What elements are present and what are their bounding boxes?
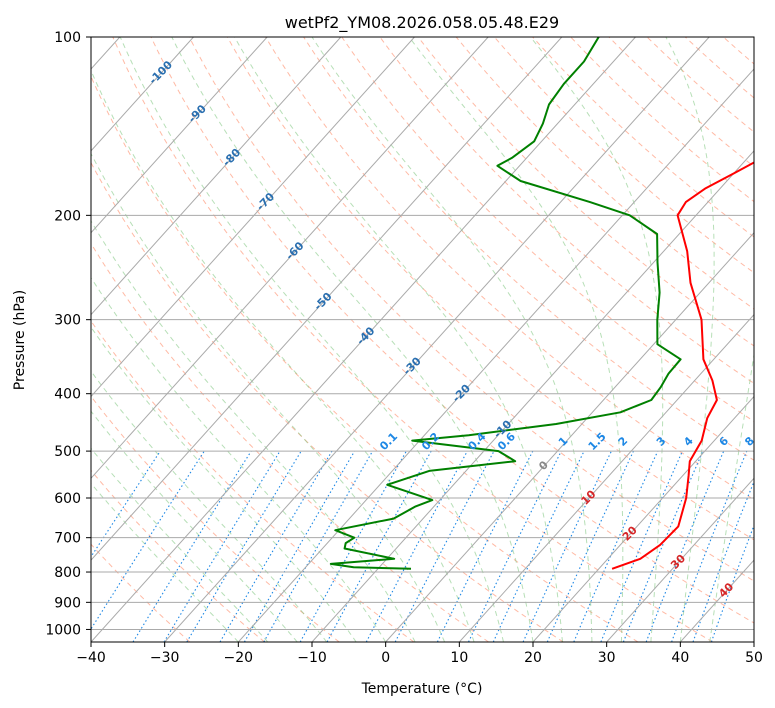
mixing-ratio-line xyxy=(468,450,562,642)
mixing-ratio-line xyxy=(522,450,612,642)
mixing-ratio-line xyxy=(492,450,585,642)
isotherm-line xyxy=(91,37,342,316)
y-tick-label: 800 xyxy=(54,565,81,581)
y-axis: 100 200 300 400 500 600 700 800 900 1000 xyxy=(45,30,91,638)
mixing-ratio-line xyxy=(622,450,704,642)
plot-area: -100-90-80-70-60-50-40-30-20-10010203040… xyxy=(91,37,757,642)
x-tick-label: −40 xyxy=(76,650,106,666)
chart-title: wetPf2_YM08.2026.058.05.48.E29 xyxy=(285,13,559,33)
dry-adiabat-line xyxy=(532,37,754,238)
x-tick-label: −10 xyxy=(297,650,327,666)
mixing-ratio-line xyxy=(186,450,302,642)
mixing-ratio-line xyxy=(710,523,754,642)
dewpoint-profile-line xyxy=(329,37,682,570)
y-tick-label: 100 xyxy=(54,30,81,46)
x-tick-label: 40 xyxy=(671,650,689,666)
moist-adiabat-line xyxy=(91,152,446,642)
dry-adiabat-line xyxy=(341,37,754,423)
dry-adiabat-line xyxy=(226,37,754,541)
mixing-ratio-line xyxy=(263,450,374,642)
y-tick-label: 200 xyxy=(54,208,81,224)
y-tick-label: 400 xyxy=(54,387,81,403)
x-tick-label: 50 xyxy=(745,650,763,666)
dry-adiabat-line xyxy=(379,37,754,385)
x-tick-label: 20 xyxy=(524,650,542,666)
mixing-ratio-line xyxy=(243,450,356,642)
moist-adiabat-line xyxy=(91,447,269,642)
mixing-ratio-label: 8 xyxy=(742,434,757,449)
pressure-gridlines xyxy=(91,37,754,630)
y-tick-label: 300 xyxy=(54,313,81,329)
dry-adiabat-line xyxy=(188,37,754,582)
dry-adiabat-line xyxy=(91,161,564,642)
x-tick-label: −30 xyxy=(150,650,180,666)
y-tick-label: 900 xyxy=(54,595,81,611)
x-tick-label: −20 xyxy=(224,650,254,666)
moist-adiabat-line xyxy=(91,276,387,642)
moist-adiabat-line xyxy=(91,410,298,642)
mixing-ratio-line xyxy=(600,450,683,642)
moist-adiabat-line xyxy=(91,220,416,642)
moist-adiabat-line xyxy=(408,37,624,642)
dry-adiabat-line xyxy=(91,75,639,642)
moist-adiabat-line xyxy=(119,37,504,642)
dry-adiabat-line xyxy=(455,37,754,310)
moist-adiabat-line xyxy=(530,37,664,642)
moist-adiabats xyxy=(91,37,754,642)
x-tick-label: 0 xyxy=(381,650,390,666)
temperature-profile-line xyxy=(611,161,754,570)
mixing-ratio-lines xyxy=(91,450,754,642)
isotherm-line xyxy=(311,150,754,642)
dry-adiabat-line xyxy=(91,469,265,642)
mixing-ratio-line xyxy=(163,450,281,642)
dry-adiabat-line xyxy=(91,320,415,642)
plot-frame xyxy=(90,36,755,643)
dry-adiabat-line xyxy=(91,242,489,642)
mixing-ratio-line xyxy=(219,450,333,642)
isotherm-line xyxy=(606,477,754,642)
dry-adiabat-line xyxy=(265,37,754,501)
y-axis-label: Pressure (hPa) xyxy=(12,290,28,390)
sounding-series xyxy=(329,37,754,570)
isotherm-line xyxy=(91,37,194,152)
y-tick-label: 500 xyxy=(54,444,81,460)
moist-adiabat-line xyxy=(234,37,563,642)
mixing-ratio-line xyxy=(546,450,634,642)
dry-adiabat-line xyxy=(91,395,340,642)
y-tick-label: 700 xyxy=(54,531,81,547)
x-tick-label: 30 xyxy=(598,650,616,666)
x-axis-label: Temperature (°C) xyxy=(361,681,483,697)
isotherm-line xyxy=(91,37,489,480)
isotherm-line xyxy=(91,37,636,642)
isotherm-line xyxy=(458,313,754,642)
mixing-ratio-line xyxy=(132,450,252,642)
dry-adiabat-line xyxy=(112,37,713,642)
mixing-ratio-line xyxy=(299,450,407,642)
y-tick-label: 1000 xyxy=(45,622,81,638)
moist-adiabat-line xyxy=(91,370,328,642)
x-axis: −40 −30 −20 −10 0 10 20 30 40 50 xyxy=(76,642,763,666)
isotherm-line xyxy=(237,68,754,642)
isotherm-line xyxy=(91,37,563,561)
mixing-ratio-line xyxy=(91,450,205,631)
moist-adiabat-line xyxy=(665,37,715,642)
moist-adiabat-line xyxy=(91,482,239,642)
dry-adiabat-line xyxy=(417,37,754,347)
moist-adiabat-line xyxy=(311,37,593,642)
y-tick-label: 600 xyxy=(54,491,81,507)
dry-adiabat-line xyxy=(570,37,754,203)
isotherm-line xyxy=(164,37,710,642)
mixing-ratio-line xyxy=(326,450,432,642)
isotherm-line xyxy=(91,37,268,234)
moist-adiabat-line xyxy=(171,37,534,642)
moist-adiabat-line xyxy=(709,351,754,642)
isotherm-line xyxy=(532,395,754,642)
dry-adiabat-line xyxy=(494,37,754,274)
x-tick-label: 10 xyxy=(450,650,468,666)
isotherm-line xyxy=(91,37,415,398)
